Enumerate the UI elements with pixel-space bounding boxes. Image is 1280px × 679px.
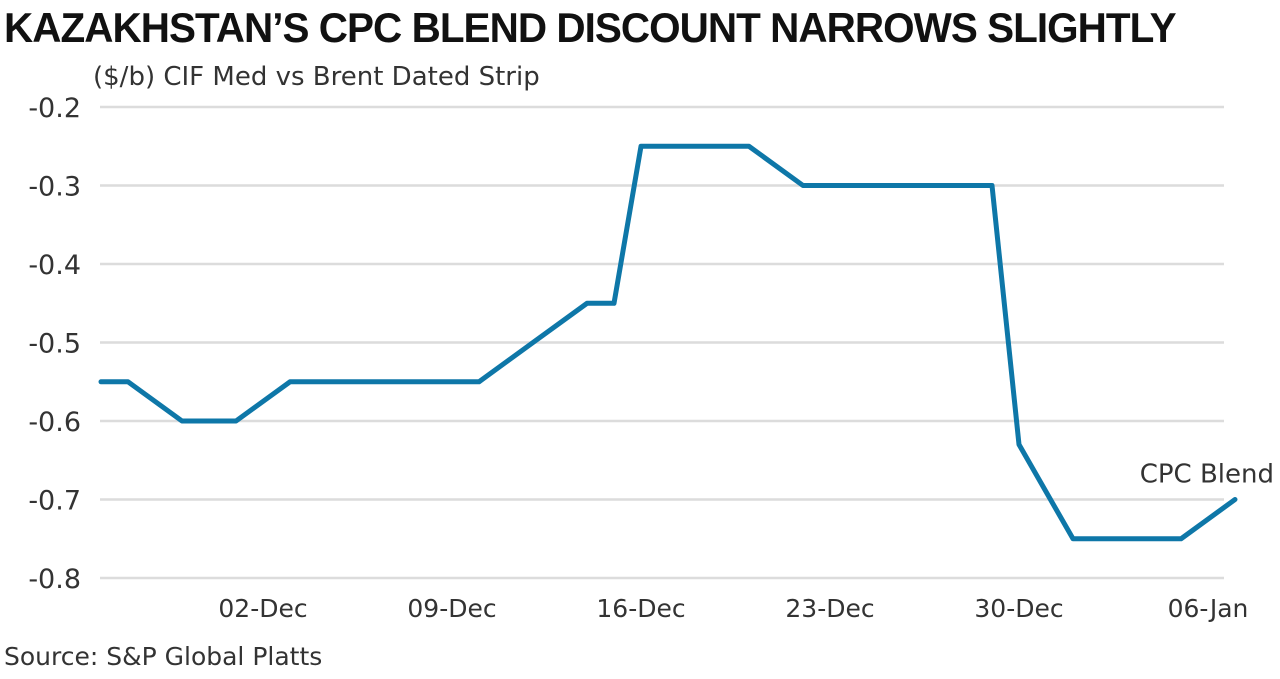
x-tick-label: 23-Dec xyxy=(785,594,874,623)
x-tick-label: 09-Dec xyxy=(407,594,496,623)
y-tick-label: -0.8 xyxy=(28,564,81,595)
y-tick-label: -0.6 xyxy=(28,407,81,438)
y-tick-label: -0.3 xyxy=(28,172,81,203)
x-axis-ticks: 02-Dec 09-Dec 16-Dec 23-Dec 30-Dec 06-Jan xyxy=(218,594,1248,623)
y-axis-unit-label: ($/b) CIF Med vs Brent Dated Strip xyxy=(93,62,540,92)
source-note: Source: S&P Global Platts xyxy=(4,642,323,671)
x-tick-label: 02-Dec xyxy=(218,594,307,623)
y-tick-label: -0.7 xyxy=(28,486,81,517)
x-tick-label: 16-Dec xyxy=(596,594,685,623)
y-tick-label: -0.5 xyxy=(28,329,81,360)
series-line-cpc-blend xyxy=(98,143,1238,542)
x-tick-label: 30-Dec xyxy=(974,594,1063,623)
y-axis-ticks: -0.2 -0.3 -0.4 -0.5 -0.6 -0.7 -0.8 xyxy=(28,93,81,595)
y-tick-label: -0.2 xyxy=(28,93,81,124)
y-tick-label: -0.4 xyxy=(28,250,81,281)
series-group: CPC Blend xyxy=(98,143,1274,542)
chart-title: KAZAKHSTAN’S CPC BLEND DISCOUNT NARROWS … xyxy=(4,4,1177,51)
gridlines xyxy=(100,105,1224,580)
x-tick-label: 06-Jan xyxy=(1168,594,1249,623)
series-label: CPC Blend xyxy=(1140,460,1274,490)
